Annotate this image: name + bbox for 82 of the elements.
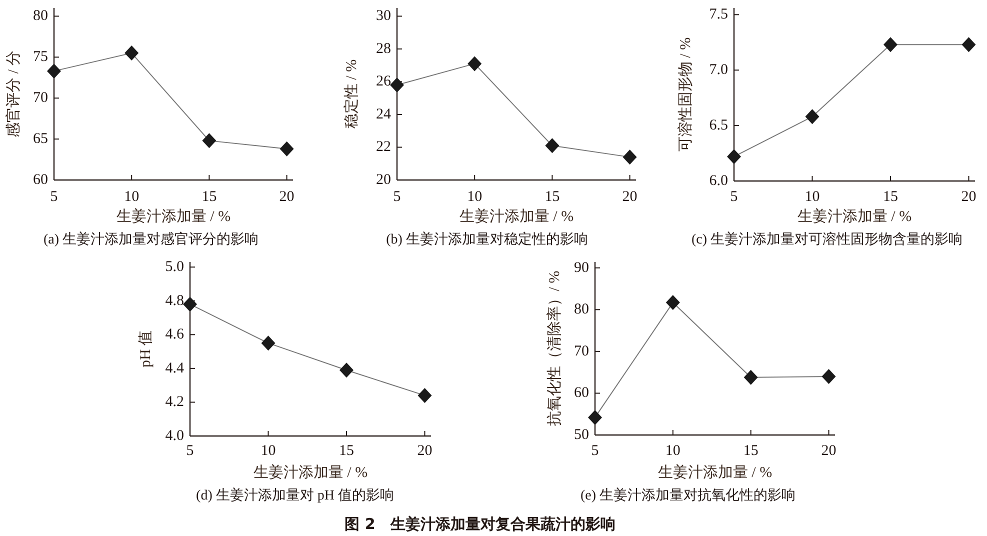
y-tick-label: 4.0 — [165, 428, 184, 444]
point — [261, 336, 276, 351]
text: 图 2 生姜汁添加量对复合果蔬汁的影响 — [344, 515, 616, 533]
text: (e) 生姜汁添加量对抗氧化性的影响 — [580, 486, 796, 504]
x-tick-label: 20 — [622, 189, 638, 205]
x-axis-title: 生姜汁添加量 / % — [658, 463, 772, 481]
x-tick-label: 15 — [882, 189, 898, 205]
point — [622, 150, 637, 165]
y-tick-label: 7.5 — [709, 6, 728, 23]
x-tick-label: 5 — [730, 189, 738, 205]
point — [805, 109, 820, 124]
x-axis-title: 生姜汁添加量 / % — [116, 207, 231, 225]
y-axis-title: 抗氧化性（清除率）/ % — [546, 270, 563, 426]
y-tick-label: 28 — [376, 40, 391, 57]
y-tick-label: 24 — [376, 106, 392, 122]
point — [280, 141, 294, 156]
x-tick-label: 20 — [279, 189, 294, 205]
y-axis-title: 稳定性 / % — [343, 59, 360, 129]
text: (d) 生姜汁添加量对 pH 值的影响 — [196, 486, 394, 504]
x-tick-label: 20 — [821, 443, 836, 459]
x-tick-label: 15 — [338, 443, 354, 459]
point — [666, 295, 680, 310]
y-tick-label: 4.4 — [165, 360, 184, 376]
y-tick-label: 80 — [33, 8, 48, 24]
x-tick-label: 5 — [186, 443, 194, 459]
x-axis-title: 生姜汁添加量 / % — [253, 463, 368, 481]
x-tick-label: 20 — [961, 189, 976, 205]
x-tick-label: 20 — [417, 443, 432, 459]
point — [468, 56, 482, 72]
point — [545, 138, 560, 154]
x-tick-label: 15 — [202, 189, 217, 205]
y-tick-label: 7.0 — [709, 62, 728, 78]
y-tick-label: 4.8 — [165, 292, 184, 309]
y-tick-label: 90 — [574, 260, 589, 276]
y-tick-label: 70 — [33, 90, 48, 106]
point — [183, 296, 197, 312]
point — [202, 133, 216, 148]
point — [47, 64, 61, 79]
y-tick-label: 30 — [376, 8, 391, 24]
point — [418, 388, 432, 403]
point — [822, 369, 836, 384]
y-tick-label: 70 — [574, 343, 589, 360]
y-axis-title: pH 值 — [138, 330, 154, 368]
x-tick-label: 5 — [50, 189, 58, 205]
x-axis-title: 生姜汁添加量 / % — [797, 207, 912, 225]
y-tick-label: 60 — [33, 172, 48, 188]
y-tick-label: 75 — [33, 49, 48, 66]
y-axis-title: 感官评分 / 分 — [5, 50, 22, 138]
y-tick-label: 6.0 — [709, 173, 728, 189]
y-tick-label: 4.6 — [165, 326, 184, 343]
y-tick-label: 26 — [376, 74, 392, 90]
point — [744, 370, 758, 385]
x-tick-label: 15 — [743, 443, 758, 459]
point — [390, 77, 404, 92]
x-tick-label: 15 — [544, 189, 560, 205]
x-tick-label: 5 — [591, 443, 599, 459]
y-axis-title: 可溶性固形物 / % — [677, 37, 694, 152]
point — [962, 37, 976, 52]
text: (a) 生姜汁添加量对感官评分的影响 — [43, 230, 259, 248]
point — [883, 37, 898, 52]
x-axis-title: 生姜汁添加量 / % — [459, 207, 574, 225]
point — [339, 362, 354, 378]
y-tick-label: 6.5 — [709, 118, 728, 134]
point — [588, 410, 602, 425]
point — [727, 149, 741, 164]
y-tick-label: 80 — [574, 302, 589, 318]
x-tick-label: 10 — [804, 189, 820, 205]
y-tick-label: 22 — [376, 139, 391, 156]
point — [124, 46, 139, 61]
y-tick-label: 4.2 — [165, 394, 184, 410]
y-tick-label: 50 — [574, 427, 589, 443]
x-tick-label: 5 — [393, 189, 401, 205]
x-tick-label: 10 — [260, 443, 276, 459]
y-tick-label: 5.0 — [165, 259, 184, 276]
y-tick-label: 65 — [33, 131, 48, 148]
text: (b) 生姜汁添加量对稳定性的影响 — [386, 230, 588, 248]
x-tick-label: 10 — [467, 189, 482, 205]
x-tick-label: 10 — [124, 189, 140, 205]
text: (c) 生姜汁添加量对可溶性固形物含量的影响 — [691, 230, 963, 248]
x-tick-label: 10 — [665, 443, 680, 459]
y-tick-label: 20 — [376, 172, 391, 188]
y-tick-label: 60 — [574, 385, 589, 402]
